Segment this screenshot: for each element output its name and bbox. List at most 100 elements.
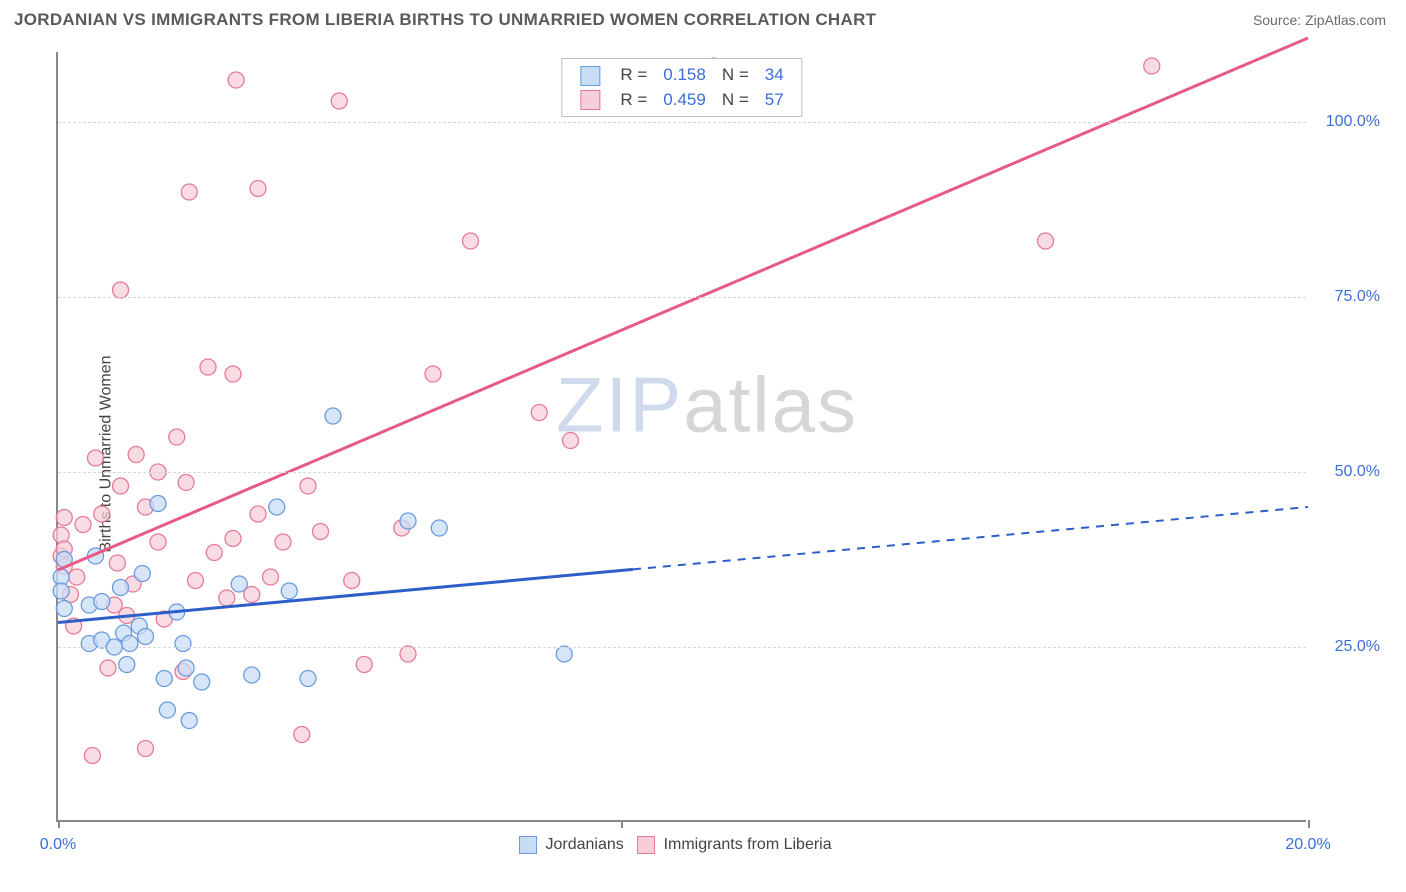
gridline — [58, 297, 1306, 298]
x-tick — [58, 820, 60, 828]
data-point — [228, 72, 244, 88]
data-point — [225, 366, 241, 382]
data-point — [431, 520, 447, 536]
data-point — [250, 181, 266, 197]
data-point — [94, 506, 110, 522]
data-point — [169, 429, 185, 445]
data-point — [181, 713, 197, 729]
legend-series-label: Immigrants from Liberia — [664, 836, 832, 853]
data-point — [300, 671, 316, 687]
data-point — [178, 660, 194, 676]
data-point — [219, 590, 235, 606]
legend-n-value: 57 — [757, 88, 792, 113]
data-point — [138, 629, 154, 645]
data-point — [556, 646, 572, 662]
y-tick-label: 25.0% — [1314, 638, 1380, 656]
data-point — [231, 576, 247, 592]
data-point — [178, 475, 194, 491]
y-tick-label: 75.0% — [1314, 288, 1380, 306]
data-point — [294, 727, 310, 743]
legend-r-label: R = — [612, 88, 655, 113]
data-point — [56, 601, 72, 617]
legend-n-value: 34 — [757, 63, 792, 88]
data-point — [275, 534, 291, 550]
y-tick-label: 100.0% — [1314, 113, 1380, 131]
legend-stats: R =0.158N =34 R =0.459N =57 — [561, 58, 802, 117]
legend-swatch — [580, 66, 600, 86]
data-point — [563, 433, 579, 449]
data-point — [281, 583, 297, 599]
data-point — [344, 573, 360, 589]
legend-n-label: N = — [714, 88, 757, 113]
data-point — [119, 657, 135, 673]
data-point — [206, 545, 222, 561]
data-point — [128, 447, 144, 463]
data-point — [134, 566, 150, 582]
legend-n-label: N = — [714, 63, 757, 88]
data-point — [150, 534, 166, 550]
data-point — [84, 748, 100, 764]
legend-r-value: 0.459 — [655, 88, 714, 113]
chart-container: Births to Unmarried Women ZIPatlas R =0.… — [14, 44, 1392, 864]
data-point — [109, 555, 125, 571]
data-point — [88, 450, 104, 466]
data-point — [356, 657, 372, 673]
legend-r-label: R = — [612, 63, 655, 88]
data-point — [300, 478, 316, 494]
data-point — [531, 405, 547, 421]
data-layer — [58, 52, 1306, 820]
y-tick-label: 50.0% — [1314, 463, 1380, 481]
data-point — [69, 569, 85, 585]
data-point — [1144, 58, 1160, 74]
x-tick — [621, 820, 623, 828]
x-tick-label: 0.0% — [40, 836, 76, 854]
data-point — [400, 646, 416, 662]
data-point — [188, 573, 204, 589]
gridline — [58, 472, 1306, 473]
data-point — [75, 517, 91, 533]
data-point — [263, 569, 279, 585]
gridline — [58, 647, 1306, 648]
data-point — [122, 636, 138, 652]
data-point — [269, 499, 285, 515]
data-point — [175, 636, 191, 652]
data-point — [325, 408, 341, 424]
data-point — [156, 671, 172, 687]
data-point — [53, 527, 69, 543]
data-point — [56, 510, 72, 526]
data-point — [463, 233, 479, 249]
data-point — [200, 359, 216, 375]
data-point — [425, 366, 441, 382]
data-point — [331, 93, 347, 109]
legend-r-value: 0.158 — [655, 63, 714, 88]
data-point — [313, 524, 329, 540]
chart-title: JORDANIAN VS IMMIGRANTS FROM LIBERIA BIR… — [14, 10, 876, 30]
trend-line-extrapolated — [633, 507, 1308, 569]
data-point — [250, 506, 266, 522]
legend-swatch — [580, 90, 600, 110]
data-point — [150, 496, 166, 512]
gridline — [58, 122, 1306, 123]
data-point — [94, 594, 110, 610]
data-point — [225, 531, 241, 547]
data-point — [159, 702, 175, 718]
data-point — [100, 660, 116, 676]
data-point — [181, 184, 197, 200]
data-point — [1038, 233, 1054, 249]
legend-swatch — [637, 836, 655, 854]
data-point — [138, 741, 154, 757]
data-point — [244, 667, 260, 683]
data-point — [400, 513, 416, 529]
x-tick — [1308, 820, 1310, 828]
data-point — [53, 583, 69, 599]
legend-series: Jordanians Immigrants from Liberia — [519, 836, 845, 854]
x-tick-label: 20.0% — [1285, 836, 1330, 854]
legend-swatch — [519, 836, 537, 854]
trend-line — [58, 38, 1308, 570]
legend-series-label: Jordanians — [545, 836, 623, 853]
data-point — [194, 674, 210, 690]
source-label: Source: ZipAtlas.com — [1253, 12, 1386, 28]
data-point — [113, 478, 129, 494]
data-point — [113, 282, 129, 298]
plot-area: ZIPatlas R =0.158N =34R =0.459N =57 Jord… — [56, 52, 1306, 822]
